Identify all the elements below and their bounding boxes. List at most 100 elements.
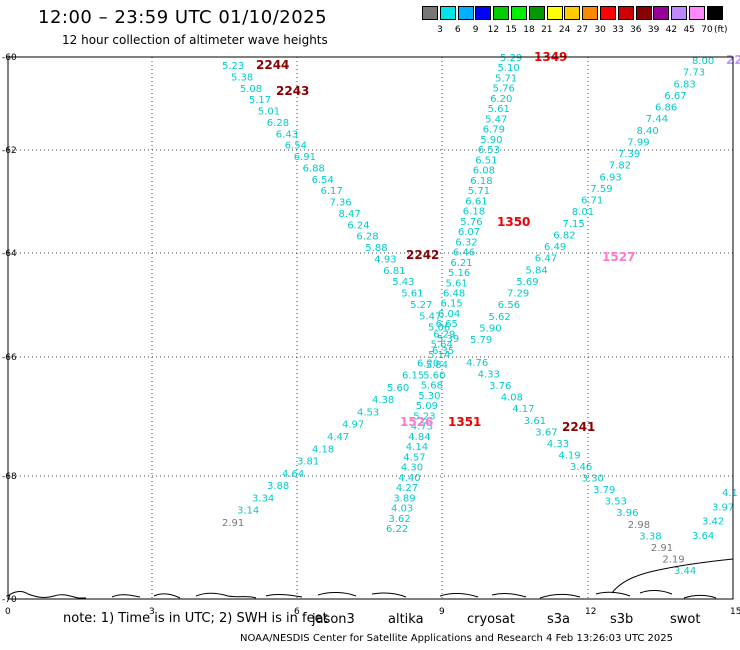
track-1349-value: 6.79 [483, 125, 505, 136]
track-1349-value: 3.62 [389, 514, 411, 525]
track-1349-value: 6.53 [478, 145, 500, 156]
track-1527-value: 6.93 [600, 172, 622, 183]
track-1349-value: 6.15 [441, 299, 463, 310]
track-1349-value: 5.71 [495, 74, 517, 85]
track-2244-value: 4.47 [327, 432, 349, 443]
track-1349-value: 5.61 [488, 104, 510, 115]
colorbar-swatch [493, 6, 510, 20]
track-1527-value: 8.01 [572, 207, 594, 218]
colorbar-swatch [422, 6, 438, 20]
track-2241-value: 4.17 [512, 404, 534, 415]
map-frame [7, 56, 734, 600]
colorbar-label: 3 [437, 25, 443, 35]
colorbar-swatch [671, 6, 688, 20]
track-1349-value: 5.29 [500, 53, 522, 64]
y-tick-label: -68 [2, 472, 17, 482]
track-2244-value: 5.17 [249, 95, 271, 106]
track-2244-value: 6.28 [267, 118, 289, 129]
track-2244-value: 5.01 [258, 107, 280, 118]
track-id-label: 2241 [562, 420, 595, 434]
track-1349-value: 6.46 [453, 248, 475, 259]
track-2244-value: 6.54 [312, 175, 334, 186]
track-1349-value: 5.61 [446, 278, 468, 289]
x-tick-label: 6 [294, 607, 300, 617]
track-2244-value: 6.28 [356, 232, 378, 243]
track-1527-value: 6.83 [674, 79, 696, 90]
track-1527-value: 5.69 [516, 277, 538, 288]
colorbar-swatch [546, 6, 563, 20]
track-2244-value: 6.20 [417, 358, 439, 369]
track-2244-value: 5.61 [401, 289, 423, 300]
track-2244-value: 5.27 [410, 300, 432, 311]
colorbar-label: 36 [630, 25, 642, 35]
x-tick-label: 12 [585, 607, 596, 617]
track-1526-value: 3.97 [712, 502, 734, 513]
track-1349-value: 5.47 [485, 114, 507, 125]
track-1349-value: 5.76 [460, 217, 482, 228]
track-1349-value: 6.22 [386, 524, 408, 535]
track-2241-value: 3.67 [535, 427, 557, 438]
track-id-label: 1350 [497, 215, 530, 229]
colorbar-label: 70 [701, 25, 713, 35]
track-2244-value: 6.91 [294, 152, 316, 163]
track-1349-value: 5.76 [493, 84, 515, 95]
track-1349-value: 6.65 [436, 319, 458, 330]
colorbar-label: 12 [487, 25, 500, 35]
y-tick-label: -62 [2, 146, 17, 156]
track-id-label: 1351 [448, 415, 481, 429]
track-1527-value: 6.49 [544, 242, 566, 253]
track-2244-value: 6.54 [285, 141, 307, 152]
colorbar-swatch [582, 6, 599, 20]
track-1349-value: 3.89 [393, 493, 415, 504]
track-1349-value: 4.03 [391, 504, 413, 515]
track-1527-value: 5.90 [479, 323, 501, 334]
track-2244-value: 3.81 [297, 457, 319, 468]
track-2244-value: 5.39 [437, 334, 459, 345]
track-1349-value: 6.29 [433, 330, 455, 341]
track-1349-value: 6.18 [463, 207, 485, 218]
colorbar-swatch [528, 6, 545, 20]
legend-altika: altika [388, 612, 424, 627]
legend-jason3: jason3 [312, 612, 355, 627]
track-2241-value: 3.44 [674, 566, 696, 577]
legend-s3a: s3a [547, 612, 571, 627]
colorbar-label: 39 [647, 25, 660, 35]
track-1527-value: 7.29 [507, 289, 529, 300]
track-2244-value: 4.64 [282, 469, 304, 480]
track-1349-value: 5.60 [423, 370, 445, 381]
track-id-label: 2243 [276, 84, 309, 98]
track-1527-value: 5.79 [470, 335, 492, 346]
track-2241-value: 3.53 [605, 497, 627, 508]
track-1527-value: 7.73 [683, 68, 705, 79]
y-tick-label: -66 [2, 353, 17, 363]
track-1349-value: 6.08 [473, 166, 495, 177]
track-1527-value: 6.67 [664, 91, 686, 102]
colorbar-label: 42 [665, 25, 678, 35]
track-1349-value: 5.30 [418, 391, 440, 402]
track-id-label: 1526 [400, 415, 433, 429]
track-1349-value: 4.57 [403, 452, 425, 463]
x-tick-label: 3 [149, 607, 155, 617]
track-2244-value: 5.23 [222, 61, 244, 72]
track-2241-value: 4.08 [501, 393, 523, 404]
footer-note: note: 1) Time is in UTC; 2) SWH is in fe… [63, 611, 328, 626]
track-2244-value: 5.60 [387, 383, 409, 394]
track-2241-value: 3.38 [639, 531, 661, 542]
x-tick-label: 15 [730, 607, 740, 617]
track-2241-value: 4.33 [478, 370, 500, 381]
colorbar-label: 9 [472, 25, 479, 35]
colorbar-unit: (ft) [714, 25, 728, 35]
track-2241-value: 2.91 [651, 543, 673, 554]
colorbar-swatch [511, 6, 527, 20]
track-1527-value: 6.47 [535, 254, 557, 265]
colorbar-swatch [635, 6, 652, 20]
axis-tick-labels: 0 3 6 9 12 15 -60 -62 -64 -66 -68 -70 [2, 53, 740, 617]
colorbar-label: 45 [683, 25, 695, 35]
track-2244-value: 4.38 [372, 395, 394, 406]
colorbar-swatch [600, 6, 616, 20]
track-1527-value: 7.82 [609, 161, 631, 172]
track-1349-value: 6.48 [443, 289, 465, 300]
coastline-path [7, 558, 734, 599]
track-2244-value: 6.81 [383, 266, 405, 277]
track-id-label: 2242 [406, 248, 439, 262]
